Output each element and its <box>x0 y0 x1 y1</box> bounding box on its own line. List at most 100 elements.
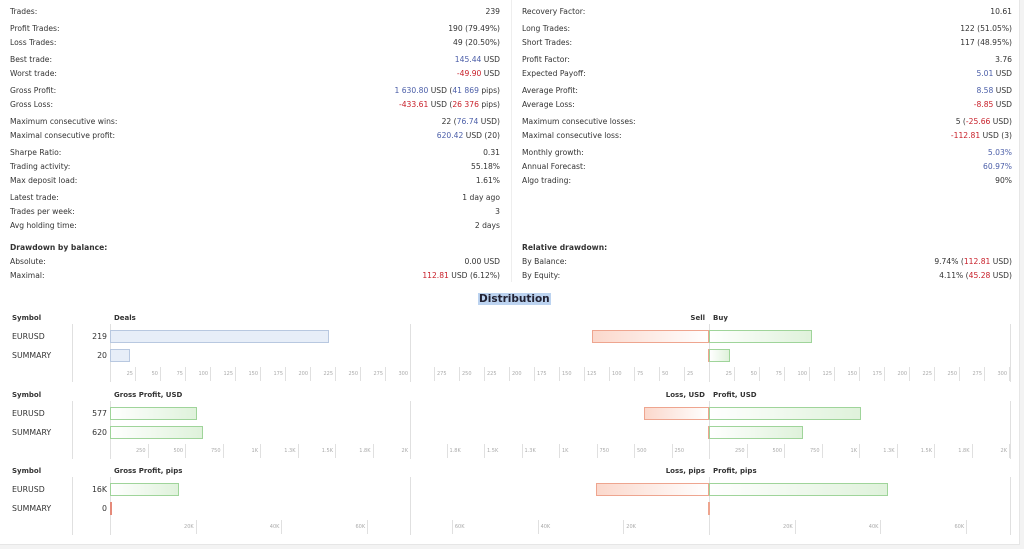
stat-value-part: USD (3) <box>980 130 1012 140</box>
drawdown-title: Relative drawdown: <box>522 242 608 252</box>
axis-tick-label: 1K <box>850 448 857 454</box>
axis-tick <box>335 444 336 458</box>
axis-tick <box>222 444 224 458</box>
left-chart-title: Gross Profit, pips <box>114 467 183 475</box>
stat-row: Profit Factor: 3.76 <box>522 52 1012 66</box>
stat-value: 239 <box>486 7 501 16</box>
stat-row: Absolute: 0.00 USD <box>10 254 500 268</box>
stat-label: Trades: <box>10 6 38 16</box>
stat-value-part: 1.61% <box>475 175 500 185</box>
axis-tick-label: 750 <box>599 448 610 454</box>
axis-tick-label: 75 <box>176 371 183 377</box>
axis-tick <box>521 444 523 458</box>
axis-tick-label: 150 <box>847 371 857 377</box>
axis-tick-label: 125 <box>587 371 597 377</box>
axis-tick <box>260 444 261 458</box>
stat-label: Maximal consecutive loss: <box>522 130 622 140</box>
buy-profit-bar <box>709 330 812 343</box>
left-bar <box>110 349 130 362</box>
buy-profit-bar <box>709 426 804 439</box>
stat-row: Latest trade: 1 day ago <box>10 190 500 204</box>
stat-value: 0.00 USD <box>464 257 500 266</box>
axis-tick-label: 20K <box>626 524 636 530</box>
stat-value-part: 26 376 <box>452 99 479 109</box>
stat-value: -112.81 USD (3) <box>951 131 1012 140</box>
stat-value: 2 days <box>475 221 500 230</box>
axis-tick-label: 275 <box>373 371 383 377</box>
axis-tick-label: 225 <box>323 371 333 377</box>
buy-profit-title: Buy <box>713 314 728 322</box>
row-value: 620 <box>92 428 107 437</box>
stat-label: Absolute: <box>10 256 46 266</box>
stat-label: Max deposit load: <box>10 175 78 185</box>
stat-row: By Equity: 4.11% (45.28 USD) <box>522 268 1012 282</box>
stat-value-part: pips) <box>478 85 500 95</box>
symbol-column-divider <box>72 401 73 459</box>
stat-value: 1 630.80 USD (41 869 pips) <box>394 86 500 95</box>
stat-value: 5.03% <box>988 148 1012 157</box>
stat-value: 1.61% <box>476 176 500 185</box>
axis-tick-label: 40K <box>868 524 879 530</box>
axis-tick-label: 50 <box>750 371 757 377</box>
axis-tick <box>285 367 286 381</box>
axis-tick <box>984 367 985 381</box>
axis-tick-label: 2K <box>401 448 408 454</box>
axis-tick-label: 50 <box>151 371 158 377</box>
axis-tick <box>335 367 336 381</box>
axis-tick <box>759 367 760 381</box>
right-edge-line <box>1010 324 1011 382</box>
axis-tick-label: 1.5K <box>920 448 932 454</box>
axis-tick <box>684 367 685 381</box>
buy-profit-bar <box>709 407 861 420</box>
row-value: 0 <box>102 504 107 513</box>
stat-value-part: USD (6.12%) <box>448 270 500 280</box>
axis-tick-label: 250 <box>462 371 472 377</box>
stat-value-part: 0.00 USD <box>464 256 500 266</box>
axis-tick <box>260 367 261 381</box>
axis-tick <box>584 367 585 381</box>
axis-tick-label: 125 <box>822 371 832 377</box>
stat-value-part: 5.03% <box>987 147 1012 157</box>
stat-row: Trading activity: 55.18% <box>10 159 500 173</box>
stat-value-part: 49 (20.50%) <box>453 37 500 47</box>
axis-tick <box>484 367 485 381</box>
axis-tick-label: 150 <box>248 371 258 377</box>
axis-tick-label: 100 <box>198 371 208 377</box>
stat-value: 9.74% (112.81 USD) <box>934 257 1012 266</box>
stat-label: Worst trade: <box>10 68 57 78</box>
stat-row: Annual Forecast: 60.97% <box>522 159 1012 173</box>
axis-tick-label: 1.8K <box>449 448 461 454</box>
stat-value-part: 620.42 <box>436 130 464 140</box>
stat-value-part: 122 (51.05%) <box>960 23 1012 33</box>
axis-tick-label: 1.3K <box>284 448 296 454</box>
axis-tick-label: 200 <box>897 371 907 377</box>
sell-loss-title: Loss, pips <box>665 467 705 475</box>
row-symbol: EURUSD <box>12 409 45 418</box>
buy-profit-title: Profit, USD <box>713 391 757 399</box>
axis-tick-label: 300 <box>997 371 1007 377</box>
axis-tick <box>509 367 510 381</box>
stat-value-part: 90% <box>995 175 1012 185</box>
axis-tick <box>135 367 136 381</box>
stat-value-part: USD <box>481 54 500 64</box>
axis-tick <box>297 444 299 458</box>
stat-value: 145.44 USD <box>455 55 500 64</box>
sell-loss-title: Loss, USD <box>665 391 705 399</box>
axis-tick <box>934 367 935 381</box>
stat-label: Maximal consecutive profit: <box>10 130 116 140</box>
stat-row: Average Profit: 8.58 USD <box>522 83 1012 97</box>
stat-value-part: USD <box>481 68 500 78</box>
buy-profit-bar <box>709 483 889 496</box>
stat-label: Maximum consecutive losses: <box>522 116 636 126</box>
axis-tick <box>410 367 411 381</box>
stat-label: Long Trades: <box>522 23 571 33</box>
row-value: 20 <box>97 351 107 360</box>
stat-label: Average Profit: <box>522 85 578 95</box>
axis-tick-label: 25 <box>126 371 133 377</box>
stat-row: Algo trading: 90% <box>522 173 1012 187</box>
axis-tick-label: 2K <box>1000 448 1007 454</box>
stat-value-part: USD <box>993 68 1012 78</box>
stat-value: 8.58 USD <box>976 86 1012 95</box>
stat-value: 5.01 USD <box>976 69 1012 78</box>
axis-tick-label: 60K <box>954 524 965 530</box>
